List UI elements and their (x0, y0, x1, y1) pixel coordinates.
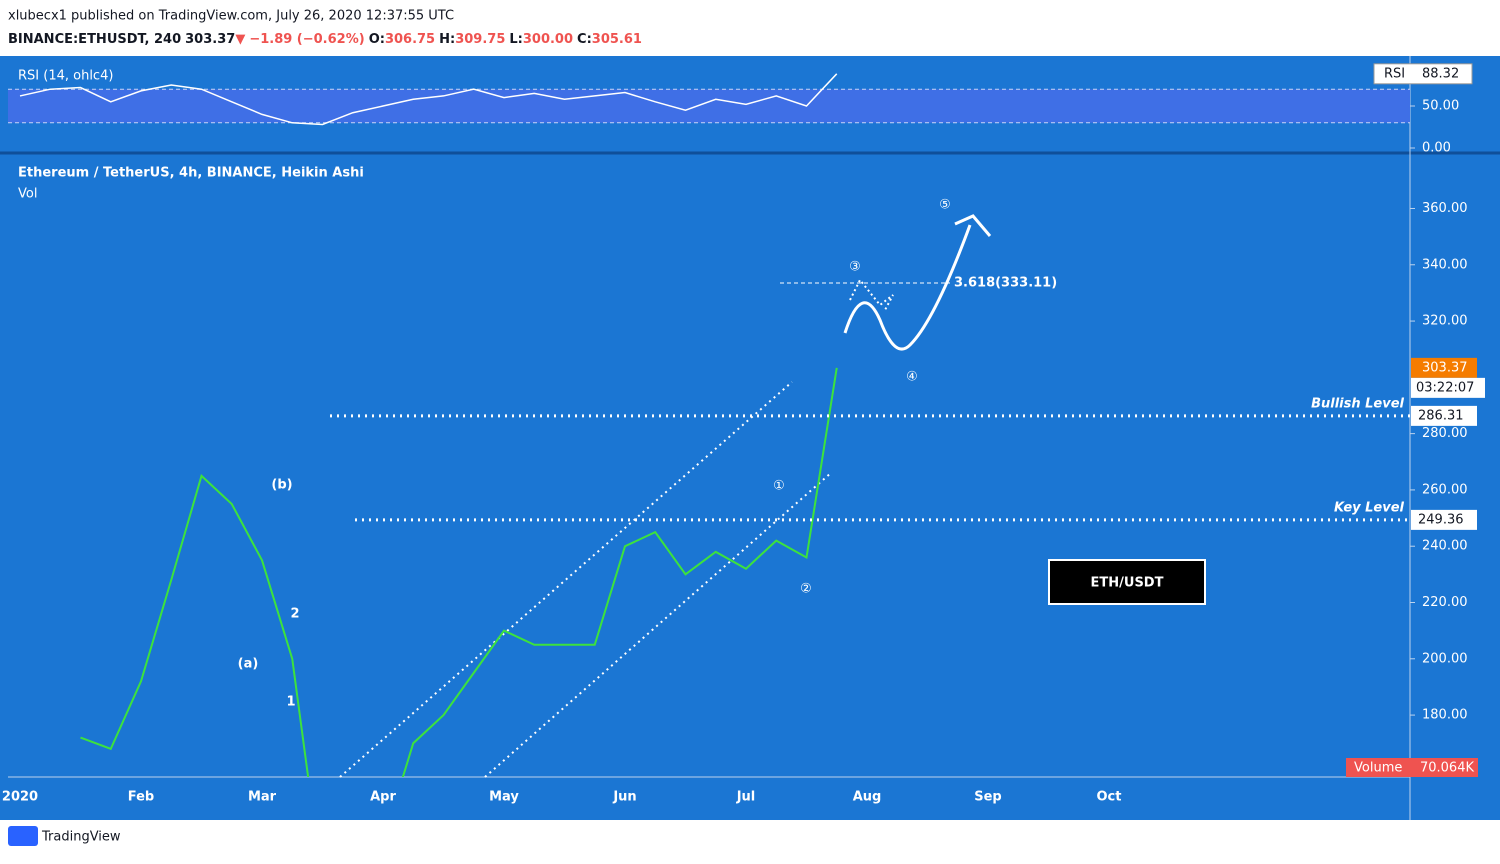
annotation: 3.618(333.11) (954, 276, 1057, 291)
label-box (1048, 559, 1206, 605)
last-price-label: 303.37 (1422, 360, 1468, 375)
drawings (339, 214, 992, 778)
publisher: xlubecx1 published on TradingView.com, J… (8, 9, 454, 24)
header-field: L: (509, 32, 522, 47)
volume-tag (1346, 758, 1478, 777)
annotation: 1 (286, 695, 295, 710)
header-field: 306.75 (385, 32, 435, 47)
annotations: (a) (b) 1 2 ① ② ③ ④ ⑤ 3.618(333.11) ETH/… (238, 198, 1206, 710)
y-tick-label: 180.00 (1422, 708, 1468, 723)
annotation: ETH/USDT (1091, 576, 1164, 591)
header-field: 309.75 (455, 32, 505, 47)
x-tick-label: Jul (736, 790, 756, 805)
wave-path (843, 224, 972, 351)
x-tick-label: May (489, 790, 519, 805)
last-price-tag (1411, 357, 1477, 378)
rsi-title: RSI (14, ohlc4) (18, 69, 113, 84)
y-tick-label: 50.00 (1422, 99, 1459, 114)
x-tick-label: Apr (370, 790, 396, 805)
price-tag (1411, 405, 1477, 426)
annotation: ① (773, 479, 785, 494)
header-field: −1.89 (−0.62%) (249, 32, 364, 47)
volume-label: Volume (1354, 761, 1402, 776)
y-tick-label: 240.00 (1422, 539, 1468, 554)
header: xlubecx1 published on TradingView.com, J… (8, 9, 454, 24)
rsi-band (8, 89, 1410, 123)
y-tick-label: 260.00 (1422, 482, 1468, 497)
countdown-label: 03:22:07 (1416, 380, 1474, 395)
annotation: 2 (290, 607, 299, 622)
chart-background (0, 56, 1500, 820)
volume-value: 70.064K (1420, 761, 1474, 776)
header-field: BINANCE:ETHUSDT, 240 (8, 32, 181, 47)
annotation: (a) (238, 657, 259, 672)
countdown-tag (1411, 377, 1485, 398)
rsi-tag-name: RSI (1384, 66, 1405, 81)
header-field: O: (369, 32, 385, 47)
header-field: C: (577, 32, 592, 47)
y-tick-label: 320.00 (1422, 314, 1468, 329)
header-field: 305.61 (592, 32, 642, 47)
price-tag (1411, 509, 1477, 530)
arrow-head (954, 214, 992, 237)
price-line (19, 73, 838, 126)
channel-line (339, 381, 793, 778)
x-tick-label: Sep (974, 790, 1002, 805)
header-line: BINANCE:ETHUSDT, 240 303.37▼ −1.89 (−0.62%… (8, 32, 642, 47)
header-field: H: (439, 32, 455, 47)
level-name: Bullish Level (1311, 396, 1404, 411)
header-field: ▼ (235, 32, 245, 47)
rsi-tag (1373, 63, 1473, 85)
x-tick-label: Oct (1097, 790, 1122, 805)
y-tick-label: 340.00 (1422, 257, 1468, 272)
logo (8, 826, 38, 846)
y-tick-label: 360.00 (1422, 201, 1468, 216)
channel-line (484, 471, 833, 778)
y-tick-label: 220.00 (1422, 595, 1468, 610)
price-tag-label: 249.36 (1418, 512, 1464, 527)
x-tick-label: Aug (853, 790, 882, 805)
price-line (80, 367, 838, 777)
header-field: 303.37 (185, 32, 235, 47)
annotation: ④ (906, 370, 918, 385)
header-field: 300.00 (523, 32, 573, 47)
chart-title: Ethereum / TetherUS, 4h, BINANCE, Heikin… (18, 166, 364, 181)
y-tick-label: 280.00 (1422, 426, 1468, 441)
y-tick-label: 200.00 (1422, 651, 1468, 666)
rsi-tag-value: 88.32 (1422, 66, 1459, 81)
x-tick-label: 2020 (2, 790, 38, 805)
annotation: ⑤ (939, 198, 951, 213)
x-tick-label: Mar (248, 790, 277, 805)
annotation: (b) (271, 478, 292, 493)
y-tick-label: 0.00 (1422, 141, 1451, 156)
annotation: ② (800, 582, 812, 597)
price-tag-label: 286.31 (1418, 408, 1464, 423)
chart-subtitle: Vol (18, 187, 37, 202)
level-name: Key Level (1334, 500, 1405, 515)
x-tick-label: Jun (612, 790, 636, 805)
annotation: ③ (849, 260, 861, 275)
x-tick-label: Feb (128, 790, 154, 805)
footer: TradingView (41, 830, 121, 845)
wave-sketch (849, 278, 894, 311)
